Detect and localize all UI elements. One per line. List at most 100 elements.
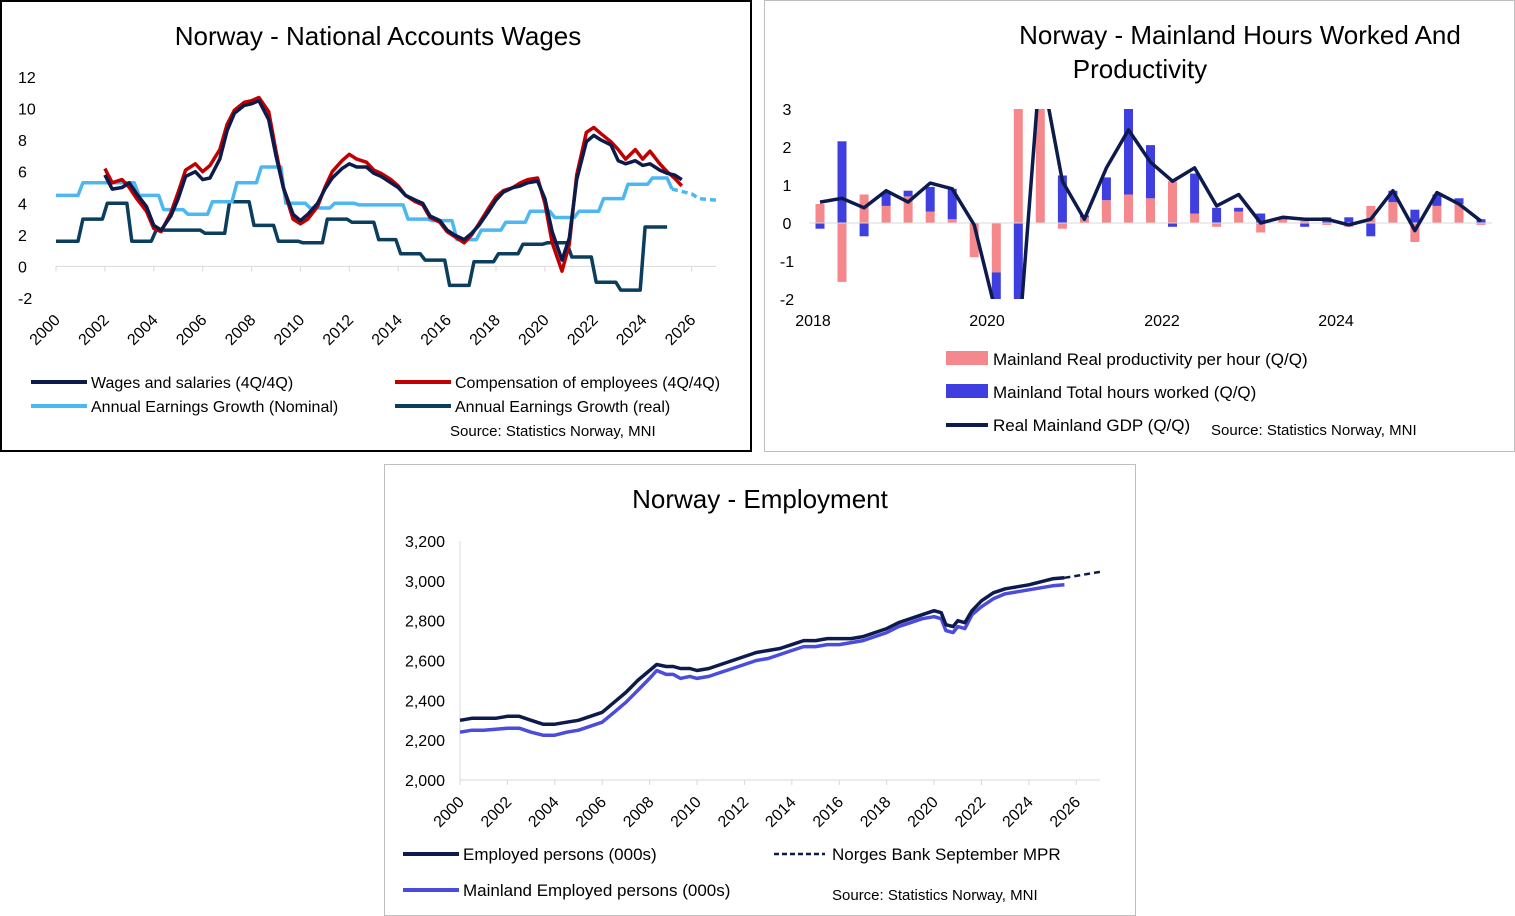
bar-productivity: [991, 223, 1001, 273]
legend-swatch-productivity: [946, 351, 988, 365]
bar-hours: [925, 186, 935, 212]
y-tick-label: 2,000: [405, 773, 445, 790]
x-tick-label: 2020: [516, 312, 553, 349]
bar-productivity: [1278, 219, 1288, 223]
bar-hours: [1057, 175, 1067, 223]
bar-hours: [991, 272, 1001, 299]
x-tick-label: 2014: [762, 794, 799, 831]
bar-productivity: [1124, 194, 1133, 223]
bar-hours: [837, 141, 847, 223]
bar-productivity: [1190, 213, 1200, 223]
legend-label-hours: Mainland Total hours worked (Q/Q): [993, 383, 1256, 402]
series-line-2: [1064, 570, 1101, 580]
series-line-1: [103, 95, 684, 273]
y-tick-label: 2,200: [405, 733, 445, 750]
x-tick-label: 2018: [795, 313, 831, 330]
wages-chart-svg: Norway - National Accounts Wages 12 10 8 6 4…: [18, 21, 720, 440]
x-tick-label: 2024: [613, 312, 650, 349]
x-tick-label: 2016: [418, 312, 455, 349]
bar-productivity: [1454, 204, 1464, 223]
employment-chart-svg: Norway - Employment 3,200 3,000 2,800 2,600…: [403, 484, 1101, 904]
y-tick-label: 3,000: [405, 574, 445, 591]
bar-hours: [1013, 223, 1023, 299]
series-line-0: [459, 576, 1065, 726]
bar-hours: [1124, 109, 1133, 195]
bar-hours: [1036, 63, 1045, 109]
bar-hours: [1212, 207, 1222, 223]
source-note: Source: Statistics Norway, MNI: [1211, 422, 1417, 439]
legend-label-real: Annual Earnings Growth (real): [455, 399, 670, 416]
y-tick-label: 0: [783, 216, 792, 233]
x-tick-label: 2016: [810, 794, 847, 831]
bar-productivity: [1168, 181, 1177, 223]
x-tick-label: 2020: [969, 313, 1005, 330]
bar-productivity: [1476, 223, 1486, 225]
x-tick-label: 2022: [564, 312, 601, 349]
bar-hours: [1410, 209, 1420, 223]
bar-productivity: [1057, 223, 1067, 229]
legend-label-productivity: Mainland Real productivity per hour (Q/Q…: [993, 350, 1308, 369]
y-tick-label: 3,200: [405, 534, 445, 551]
y-tick-label: -2: [18, 291, 32, 308]
bar-productivity: [1256, 223, 1266, 233]
x-tick-label: 2024: [1318, 313, 1354, 330]
x-tick-label: 2018: [467, 312, 504, 349]
bar-productivity: [903, 196, 913, 223]
x-tick-label: 2010: [271, 312, 308, 349]
bar-productivity: [837, 223, 847, 282]
x-tick-label: 2022: [952, 794, 989, 831]
y-tick-label: 2: [18, 228, 27, 245]
legend-label-nominal: Annual Earnings Growth (Nominal): [91, 399, 338, 416]
x-tick-label: 2004: [525, 794, 562, 831]
bar-productivity: [1035, 109, 1045, 223]
legend-swatch-hours: [946, 384, 988, 398]
bar-hours: [1101, 177, 1111, 201]
bar-hours: [1146, 145, 1155, 199]
bar-hours: [881, 192, 891, 206]
x-tick-label: 2018: [857, 794, 894, 831]
x-tick-label: 2002: [478, 794, 515, 831]
x-tick-label: 2008: [222, 312, 259, 349]
bar-productivity: [947, 219, 957, 223]
bar-hours: [1366, 223, 1376, 237]
source-note: Source: Statistics Norway, MNI: [450, 423, 656, 440]
y-tick-label: -1: [780, 254, 794, 271]
y-tick-label: 4: [18, 196, 27, 213]
x-tick-label: 2024: [1000, 794, 1037, 831]
bar-productivity: [1101, 200, 1111, 223]
bar-hours: [1168, 223, 1177, 227]
series-line-2: [56, 165, 674, 242]
x-tick-label: 2012: [320, 312, 357, 349]
hours-chart-title-line1: Norway - Mainland Hours Worked And: [1019, 20, 1461, 50]
x-tick-label: 2004: [124, 312, 161, 349]
series-line-3: [671, 187, 717, 202]
bar-hours: [1454, 198, 1464, 204]
bar-hours: [947, 188, 957, 220]
employment-chart-panel: Norway - Employment 3,200 3,000 2,800 2,600…: [384, 464, 1136, 916]
bar-productivity: [1388, 202, 1398, 223]
x-tick-label: 2008: [620, 794, 657, 831]
bar-productivity: [881, 205, 891, 223]
legend-label-compensation: Compensation of employees (4Q/4Q): [455, 375, 720, 392]
bar-productivity: [1322, 223, 1332, 225]
bar-productivity: [1013, 109, 1023, 223]
y-tick-label: 8: [18, 133, 27, 150]
bar-productivity: [1432, 205, 1442, 223]
x-tick-label: 2006: [173, 312, 210, 349]
source-note: Source: Statistics Norway, MNI: [832, 887, 1038, 904]
x-tick-label: 2006: [573, 794, 610, 831]
bar-productivity: [1146, 198, 1155, 223]
y-tick-label: 3: [783, 102, 792, 119]
hours-chart-title-line2: Productivity: [1073, 54, 1207, 84]
wages-chart-title: Norway - National Accounts Wages: [175, 21, 582, 51]
legend-label-employed: Employed persons (000s): [463, 845, 657, 864]
bar-productivity: [1410, 223, 1420, 242]
employment-chart-title: Norway - Employment: [632, 484, 889, 514]
x-tick-label: 2002: [76, 312, 113, 349]
bar-productivity: [1234, 211, 1244, 223]
hours-chart-panel: Norway - Mainland Hours Worked And Produ…: [764, 0, 1515, 452]
y-tick-label: 12: [18, 70, 36, 87]
series-line-1: [459, 583, 1065, 737]
legend-label-mpr: Norges Bank September MPR: [832, 845, 1061, 864]
bar-hours: [1344, 217, 1354, 223]
